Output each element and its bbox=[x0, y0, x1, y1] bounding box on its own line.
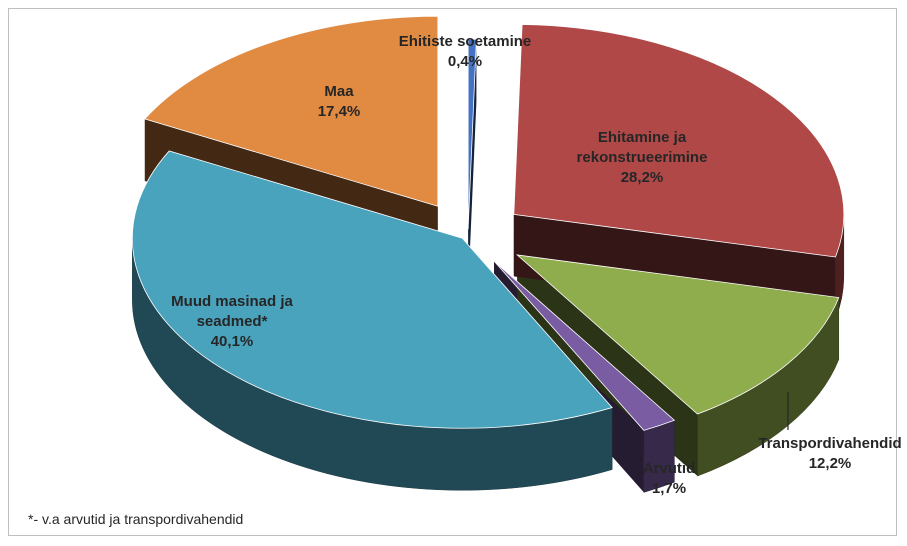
slice-name-label: Ehitiste soetamine bbox=[399, 33, 532, 50]
slice-value-label: 40,1% bbox=[211, 333, 254, 350]
slice-value-label: 17,4% bbox=[318, 103, 361, 120]
slice-name-label: Arvutid bbox=[643, 460, 696, 477]
slice-value-label: 28,2% bbox=[621, 169, 664, 186]
pie-slice bbox=[513, 24, 845, 258]
slice-value-label: 12,2% bbox=[809, 455, 852, 472]
pie-slice-cut-face bbox=[468, 39, 477, 292]
slice-name-label: Ehitamine ja bbox=[598, 129, 687, 146]
footnote: *- v.a arvutid ja transpordivahendid bbox=[28, 511, 244, 527]
slice-value-label: 0,4% bbox=[448, 53, 482, 70]
slice-name-label: rekonstrueerimine bbox=[577, 149, 708, 166]
pie-slice bbox=[493, 260, 676, 431]
pie-slice bbox=[467, 38, 477, 230]
slice-name-label: seadmed* bbox=[197, 313, 268, 330]
pie-slice bbox=[515, 254, 840, 415]
slice-name-label: Transpordivahendid bbox=[758, 435, 901, 452]
pie-slice bbox=[144, 15, 439, 207]
slice-value-label: 1,7% bbox=[652, 480, 686, 497]
slice-name-label: Maa bbox=[324, 83, 354, 100]
slice-name-label: Muud masinad ja bbox=[171, 293, 293, 310]
pie-slice bbox=[131, 150, 613, 429]
